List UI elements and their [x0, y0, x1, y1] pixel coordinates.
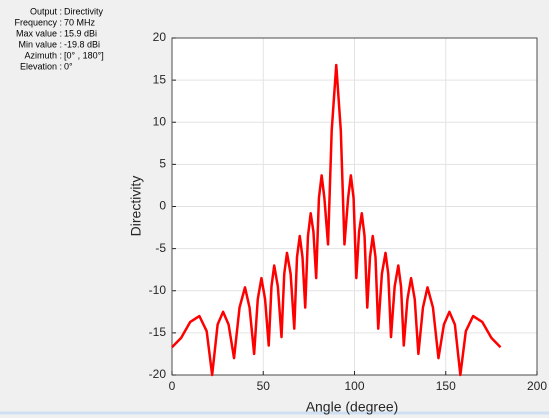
y-tick-label: -20 — [149, 367, 167, 381]
x-tick-label: 200 — [527, 379, 547, 393]
y-axis-label: Directivity — [128, 176, 144, 237]
info-value: -19.8 dBi — [64, 39, 100, 49]
info-value: [0° , 180°] — [64, 50, 104, 60]
info-label: Frequency : — [14, 17, 62, 27]
info-value: 70 MHz — [64, 17, 96, 27]
info-label: Azimuth : — [24, 50, 62, 60]
info-label: Elevation : — [20, 61, 62, 71]
y-tick-label: 5 — [159, 157, 166, 171]
y-tick-label: 20 — [153, 30, 167, 44]
x-axis-label: Angle (degree) — [306, 399, 399, 415]
y-tick-label: 10 — [153, 114, 167, 128]
info-label: Output : — [30, 6, 62, 16]
info-value: 0° — [64, 61, 73, 71]
data-line — [171, 63, 502, 377]
x-tick-label: 150 — [436, 379, 456, 393]
y-tick-label: -15 — [149, 325, 167, 339]
x-tick-label: 50 — [257, 379, 271, 393]
axes-box — [171, 37, 538, 376]
y-tick-label: -10 — [149, 283, 167, 297]
x-tick-label: 100 — [344, 379, 364, 393]
y-tick-label: 0 — [159, 199, 166, 213]
info-value: Directivity — [64, 6, 104, 16]
info-value: 15.9 dBi — [64, 28, 97, 38]
info-label: Min value : — [18, 39, 62, 49]
x-tick-label: 0 — [169, 379, 176, 393]
y-tick-label: 15 — [153, 72, 167, 86]
y-tick-label: -5 — [155, 241, 166, 255]
info-label: Max value : — [16, 28, 62, 38]
